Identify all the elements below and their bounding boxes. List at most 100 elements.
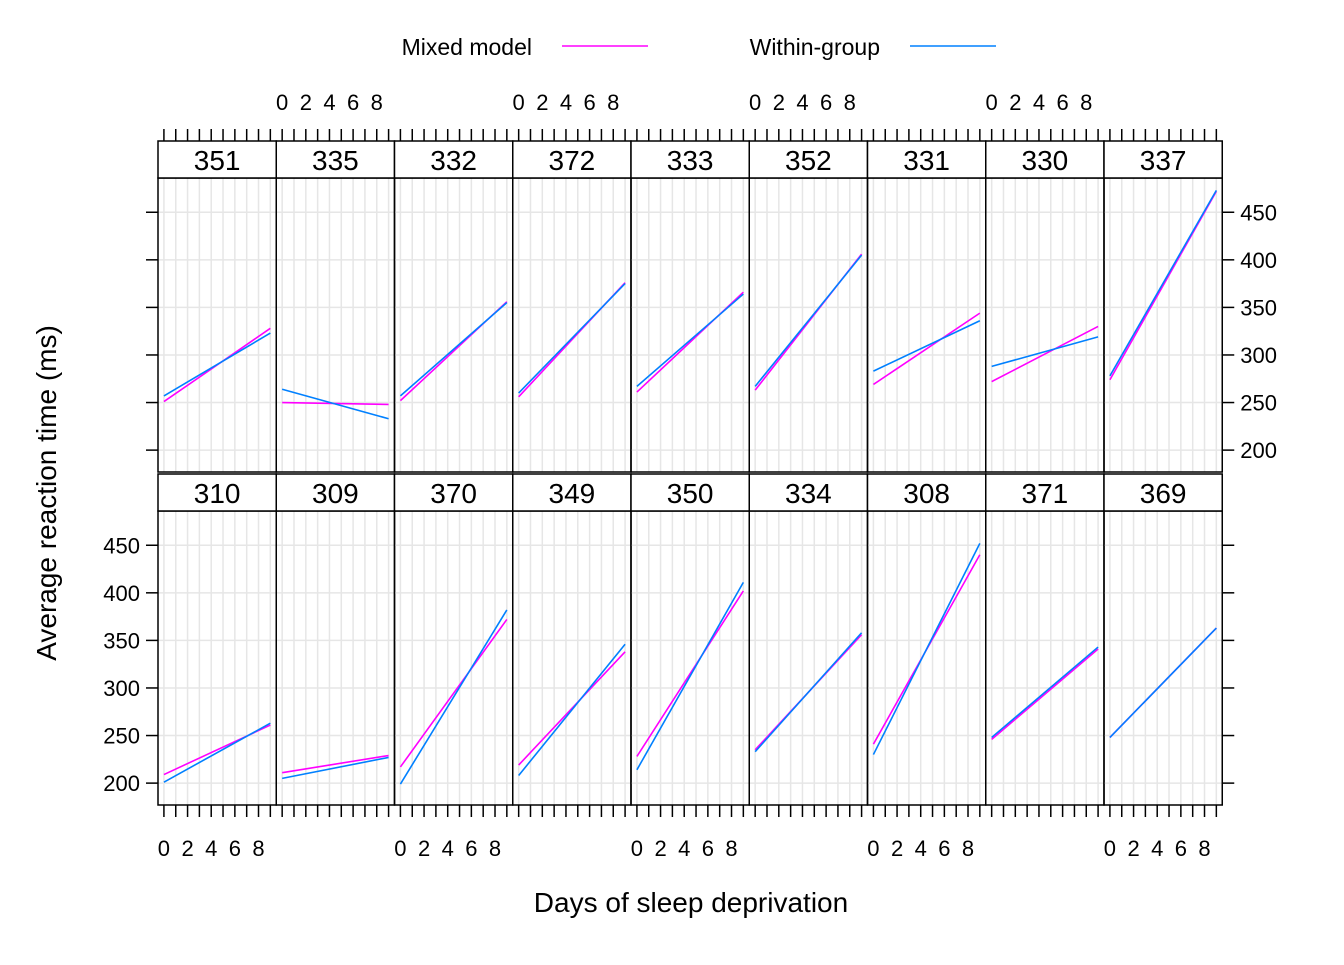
x-tick-label-bottom: 6 — [702, 836, 714, 861]
x-tick-label-top: 6 — [583, 90, 595, 115]
strip-label: 372 — [549, 145, 596, 176]
x-tick-label-top: 0 — [986, 90, 998, 115]
x-tick-label-top: 4 — [1033, 90, 1045, 115]
legend-label-mixed-model: Mixed model — [402, 34, 532, 60]
series-line-within-group — [163, 332, 271, 397]
x-tick-label-bottom: 8 — [252, 836, 264, 861]
series-line-within-group — [282, 756, 389, 780]
panel-308: 308 — [866, 473, 987, 806]
strip-label: 331 — [903, 145, 950, 176]
series-line-within-group — [636, 293, 744, 387]
x-tick-label-top: 2 — [536, 90, 548, 115]
x-axis-title: Days of sleep deprivation — [534, 887, 848, 918]
strip-label: 330 — [1022, 145, 1069, 176]
strip-label: 369 — [1140, 478, 1187, 509]
strip-box — [866, 473, 987, 512]
x-tick-label-top: 0 — [513, 90, 525, 115]
x-tick-label-bottom: 6 — [465, 836, 477, 861]
panel-349: 349 — [512, 473, 632, 806]
panel-332: 332 — [393, 140, 514, 473]
y-tick-label-left: 200 — [103, 771, 140, 796]
panel-330: 330 — [985, 140, 1105, 473]
x-tick-label-bottom: 0 — [1104, 836, 1116, 861]
x-tick-label-bottom: 8 — [962, 836, 974, 861]
series-line-within-group — [399, 302, 508, 397]
x-tick-label-top: 8 — [371, 90, 383, 115]
series-line-mixed-model — [399, 618, 508, 768]
series-line-within-group — [872, 542, 981, 755]
strip-label: 370 — [430, 478, 477, 509]
x-tick-label-bottom: 8 — [1198, 836, 1210, 861]
x-tick-label-bottom: 6 — [938, 836, 950, 861]
x-tick-label-bottom: 4 — [678, 836, 690, 861]
strip-box — [157, 140, 277, 179]
strip-box — [393, 140, 514, 179]
series-line-within-group — [636, 581, 745, 771]
series-line-within-group — [399, 609, 508, 785]
strip-label: 352 — [785, 145, 832, 176]
x-tick-label-top: 6 — [1056, 90, 1068, 115]
y-tick-label-right: 350 — [1240, 295, 1277, 320]
x-tick-label-top: 4 — [560, 90, 572, 115]
strip-box — [985, 140, 1105, 179]
y-tick-label-right: 400 — [1240, 248, 1277, 273]
y-tick-label-right: 450 — [1240, 200, 1277, 225]
strip-label: 350 — [667, 478, 714, 509]
panel-309: 309 — [275, 473, 396, 806]
strip-label: 310 — [194, 478, 241, 509]
x-tick-label-bottom: 6 — [229, 836, 241, 861]
panel-371: 371 — [985, 473, 1105, 806]
x-tick-label-bottom: 0 — [867, 836, 879, 861]
strip-box — [275, 140, 396, 179]
y-axis-title: Average reaction time (ms) — [31, 325, 62, 661]
x-tick-label-top: 8 — [844, 90, 856, 115]
x-tick-label-top: 8 — [1080, 90, 1092, 115]
y-tick-label-right: 300 — [1240, 343, 1277, 368]
series-line-mixed-model — [991, 325, 1099, 383]
axes: 0 2 4 6 80 2 4 6 80 2 4 6 80 2 4 6 80 2 4 6 80 2 4 6 80 2 4 6 80 2 4 6 8… — [103, 90, 1277, 861]
strip-box — [748, 140, 869, 179]
legend-label-within-group: Within-group — [750, 34, 880, 60]
x-tick-label-bottom: 2 — [181, 836, 193, 861]
x-tick-label-bottom: 6 — [1175, 836, 1187, 861]
strip-label: 371 — [1022, 478, 1069, 509]
series-line-within-group — [281, 388, 389, 420]
x-tick-label-bottom: 2 — [891, 836, 903, 861]
strip-label: 335 — [312, 145, 359, 176]
x-tick-label-top: 0 — [749, 90, 761, 115]
series-line-within-group — [754, 632, 863, 753]
panel-351: 351 — [157, 140, 277, 473]
panel-333: 333 — [630, 140, 750, 473]
y-tick-label-left: 450 — [103, 533, 140, 558]
panel-334: 334 — [748, 473, 869, 806]
x-tick-label-bottom: 0 — [394, 836, 406, 861]
x-tick-label-top: 4 — [796, 90, 808, 115]
panel-372: 372 — [512, 140, 632, 473]
strip-box — [748, 473, 869, 512]
x-tick-label-bottom: 2 — [418, 836, 430, 861]
strip-label: 351 — [194, 145, 241, 176]
series-line-within-group — [754, 254, 863, 387]
panel-335: 335 — [275, 140, 396, 473]
panel-310: 310 — [157, 473, 277, 806]
strip-label: 308 — [903, 478, 950, 509]
x-tick-label-bottom: 4 — [915, 836, 927, 861]
panel-370: 370 — [393, 473, 514, 806]
x-tick-label-top: 6 — [347, 90, 359, 115]
x-tick-label-bottom: 2 — [1127, 836, 1139, 861]
x-tick-label-bottom: 0 — [158, 836, 170, 861]
strip-label: 349 — [549, 478, 596, 509]
y-tick-label-right: 200 — [1240, 438, 1277, 463]
y-tick-label-left: 250 — [103, 724, 140, 749]
series-line-mixed-model — [636, 590, 745, 757]
strip-box — [866, 140, 987, 179]
strip-box — [1103, 473, 1223, 512]
x-tick-label-top: 2 — [773, 90, 785, 115]
x-tick-label-top: 2 — [300, 90, 312, 115]
panel-350: 350 — [630, 473, 750, 806]
strip-label: 337 — [1140, 145, 1187, 176]
x-tick-label-top: 8 — [607, 90, 619, 115]
y-tick-label-right: 250 — [1240, 391, 1277, 416]
series-line-within-group — [991, 646, 1099, 739]
panel-331: 331 — [866, 140, 987, 473]
